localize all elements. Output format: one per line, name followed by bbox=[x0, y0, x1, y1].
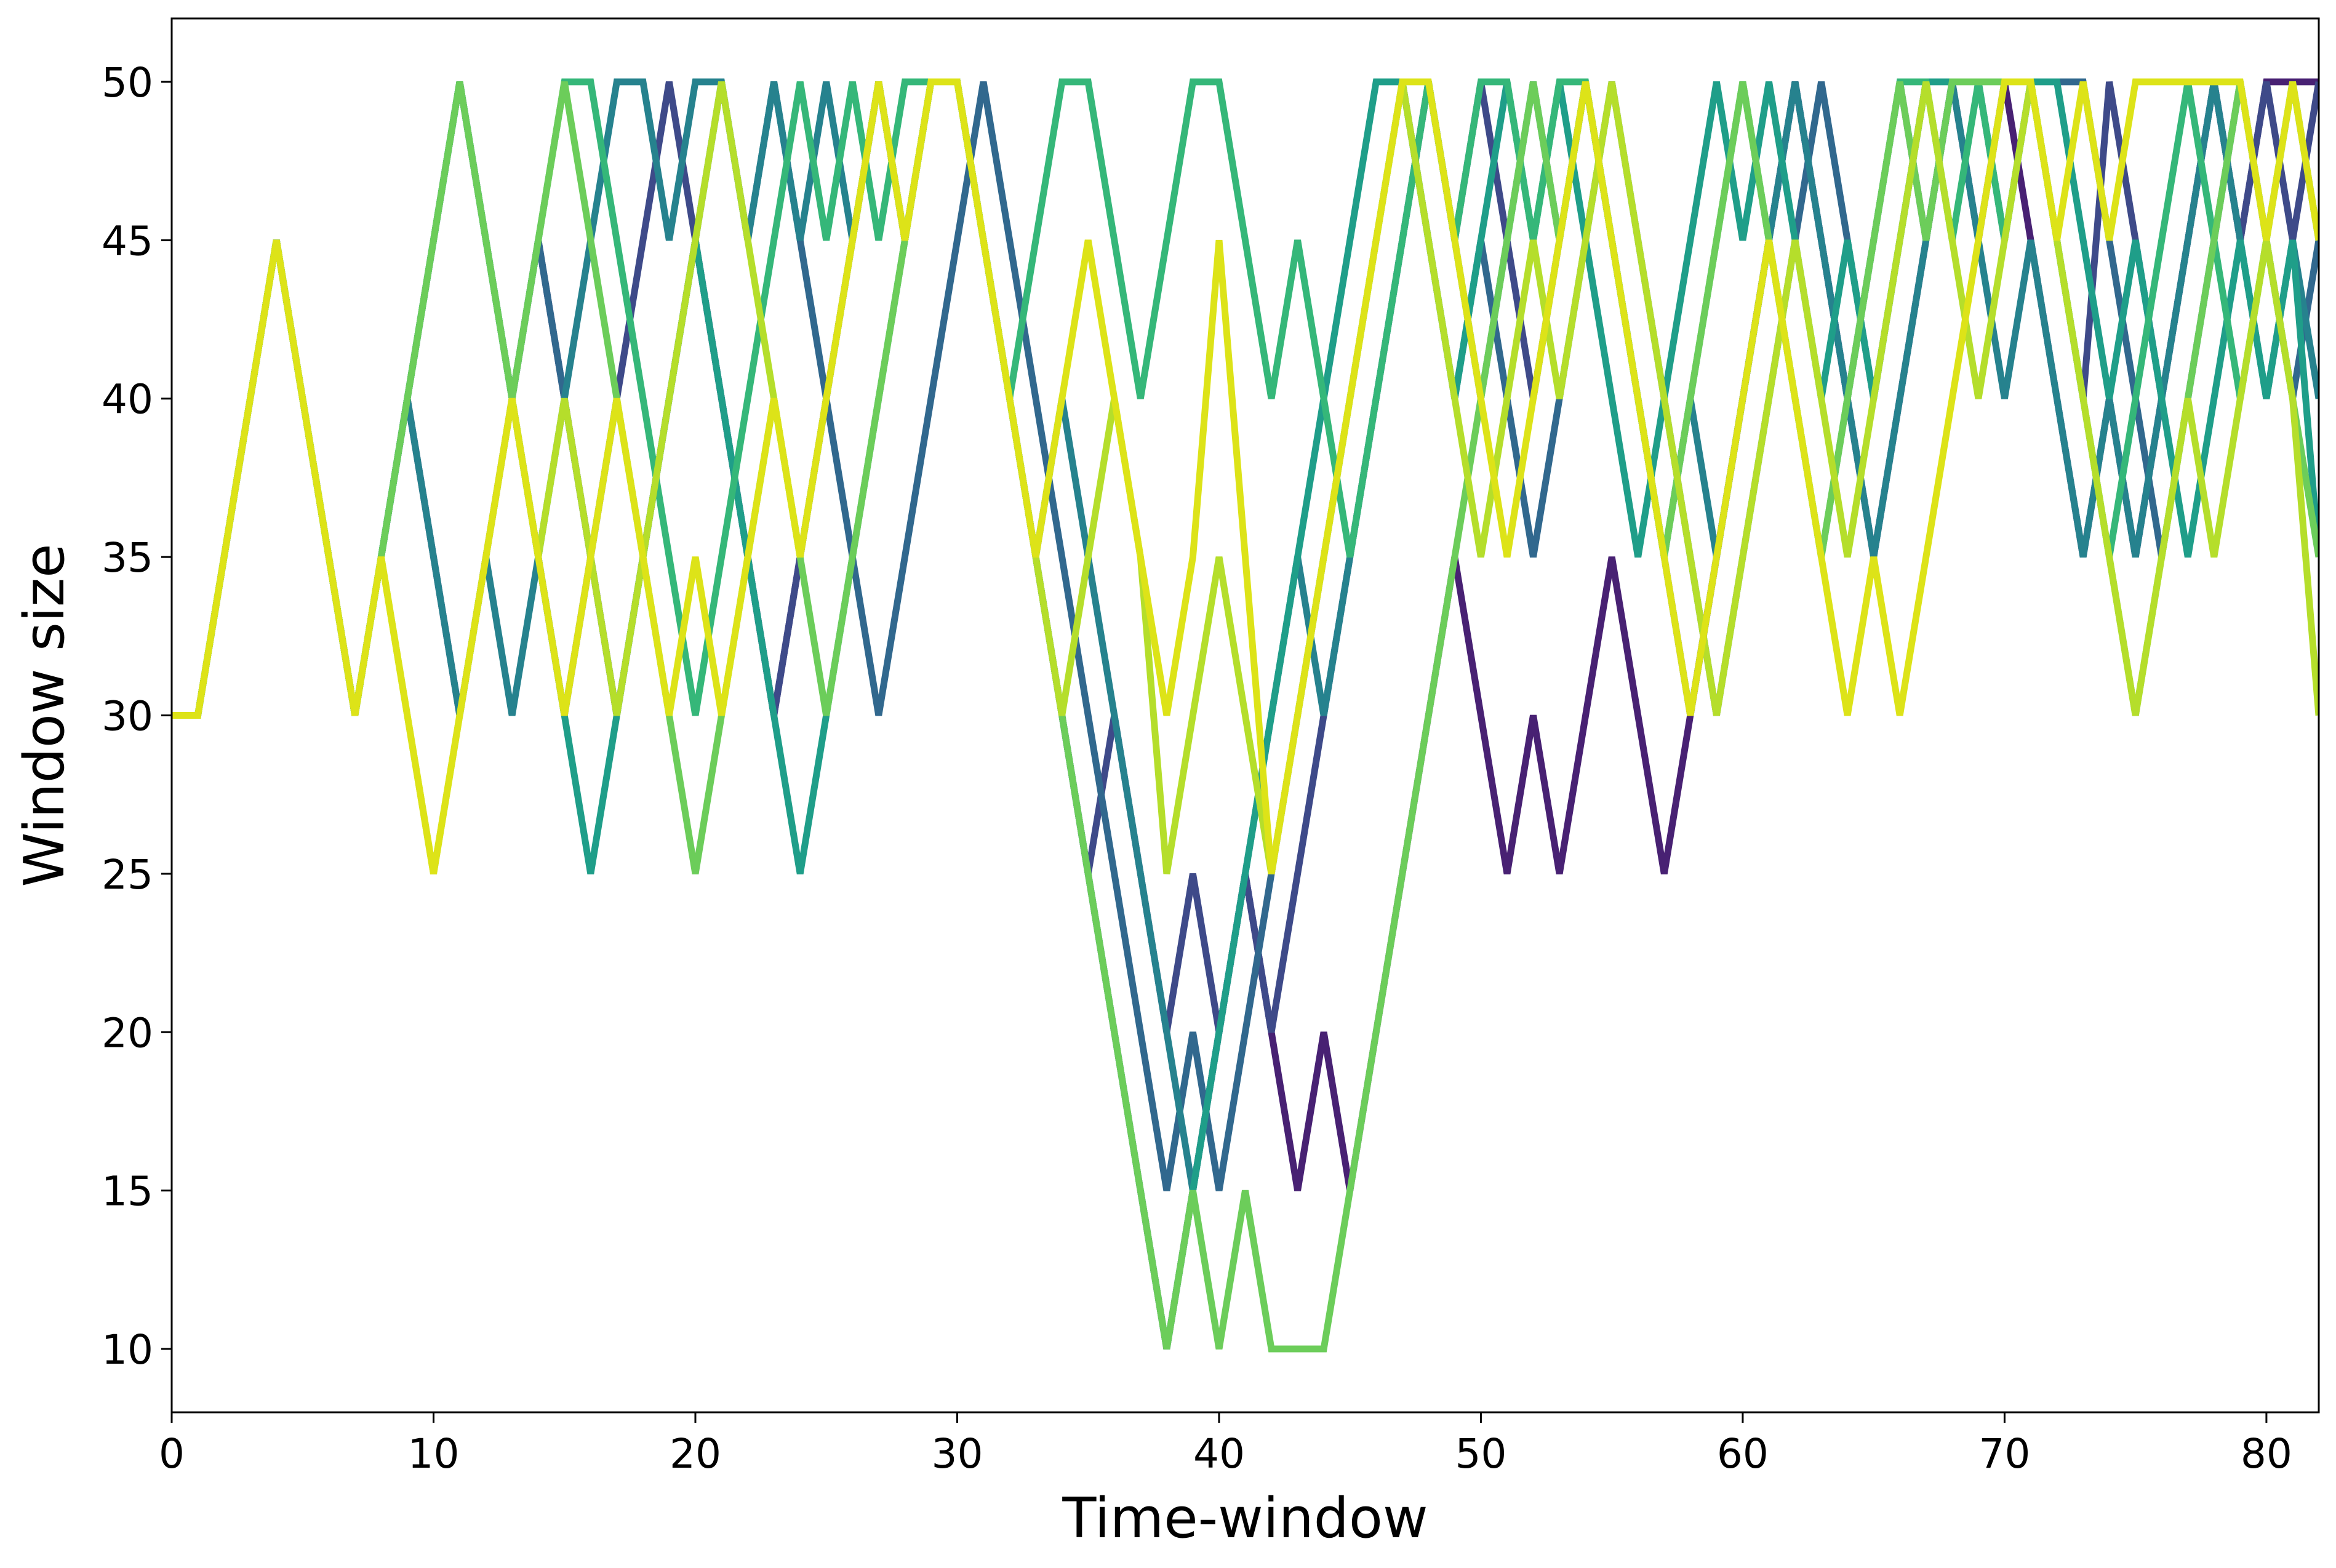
y-tick-label: 20 bbox=[102, 1009, 153, 1057]
y-tick-label: 15 bbox=[102, 1168, 153, 1215]
y-tick-label: 40 bbox=[102, 376, 153, 423]
y-tick-label: 25 bbox=[102, 851, 153, 898]
series-line-7 bbox=[172, 78, 2319, 1353]
x-tick-label: 50 bbox=[1455, 1430, 1506, 1478]
y-tick-label: 10 bbox=[102, 1326, 153, 1374]
series-layer bbox=[172, 78, 2319, 1353]
y-tick-label: 45 bbox=[102, 217, 153, 265]
x-tick-label: 10 bbox=[407, 1430, 459, 1478]
y-axis-title: Window size bbox=[12, 544, 77, 887]
x-tick-label: 40 bbox=[1193, 1430, 1245, 1478]
y-tick-label: 35 bbox=[102, 534, 153, 582]
x-tick-label: 80 bbox=[2241, 1430, 2292, 1478]
y-axis: 10 15 20 25 30 35 40 45 50 bbox=[102, 59, 172, 1374]
y-tick-label: 30 bbox=[102, 693, 153, 740]
x-tick-label: 20 bbox=[670, 1430, 721, 1478]
x-axis: 0 10 20 30 40 50 60 70 80 bbox=[159, 1412, 2292, 1478]
y-tick-label: 50 bbox=[102, 59, 153, 106]
x-tick-label: 60 bbox=[1717, 1430, 1769, 1478]
x-tick-label: 70 bbox=[1978, 1430, 2030, 1478]
series-line-9 bbox=[172, 78, 2319, 874]
x-tick-label: 0 bbox=[159, 1430, 185, 1478]
x-axis-title: Time-window bbox=[1062, 1486, 1428, 1551]
x-tick-label: 30 bbox=[931, 1430, 983, 1478]
